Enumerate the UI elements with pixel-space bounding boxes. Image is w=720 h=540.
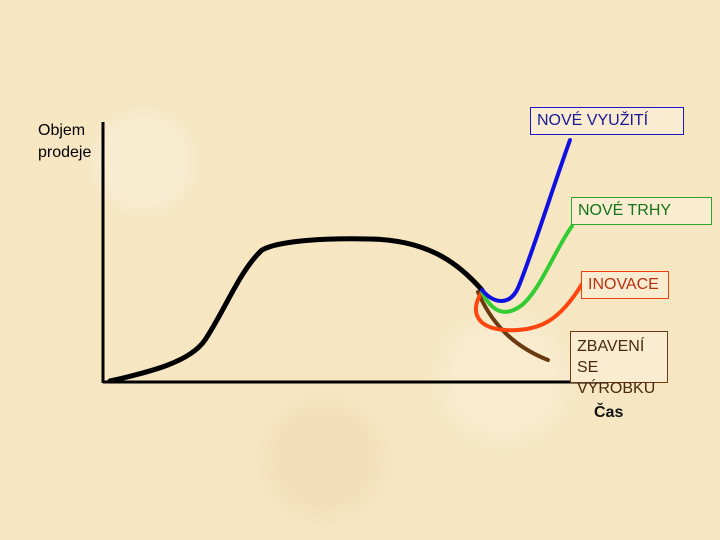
y-axis-label-line2: prodeje bbox=[38, 144, 92, 161]
y-axis-label-line1: Objem bbox=[38, 122, 86, 139]
x-axis-label: Čas bbox=[594, 404, 624, 421]
curve-inovace bbox=[473, 282, 584, 333]
y-axis-label: Objem prodeje bbox=[38, 120, 91, 164]
label-nove-trhy: NOVÉ TRHY bbox=[571, 197, 712, 225]
label-inovace: INOVACE bbox=[581, 271, 669, 299]
curve-nove-trhy bbox=[480, 224, 574, 314]
curve-nove-vyuziti bbox=[480, 138, 572, 303]
label-zbaveni: ZBAVENÍ SE VÝROBKU bbox=[570, 331, 668, 397]
life-cycle-curve bbox=[107, 236, 485, 384]
label-zbaveni-line2: VÝROBKU bbox=[577, 380, 656, 397]
label-nove-vyuziti: NOVÉ VYUŽITÍ bbox=[530, 107, 684, 135]
label-zbaveni-line1: ZBAVENÍ SE bbox=[577, 338, 645, 376]
